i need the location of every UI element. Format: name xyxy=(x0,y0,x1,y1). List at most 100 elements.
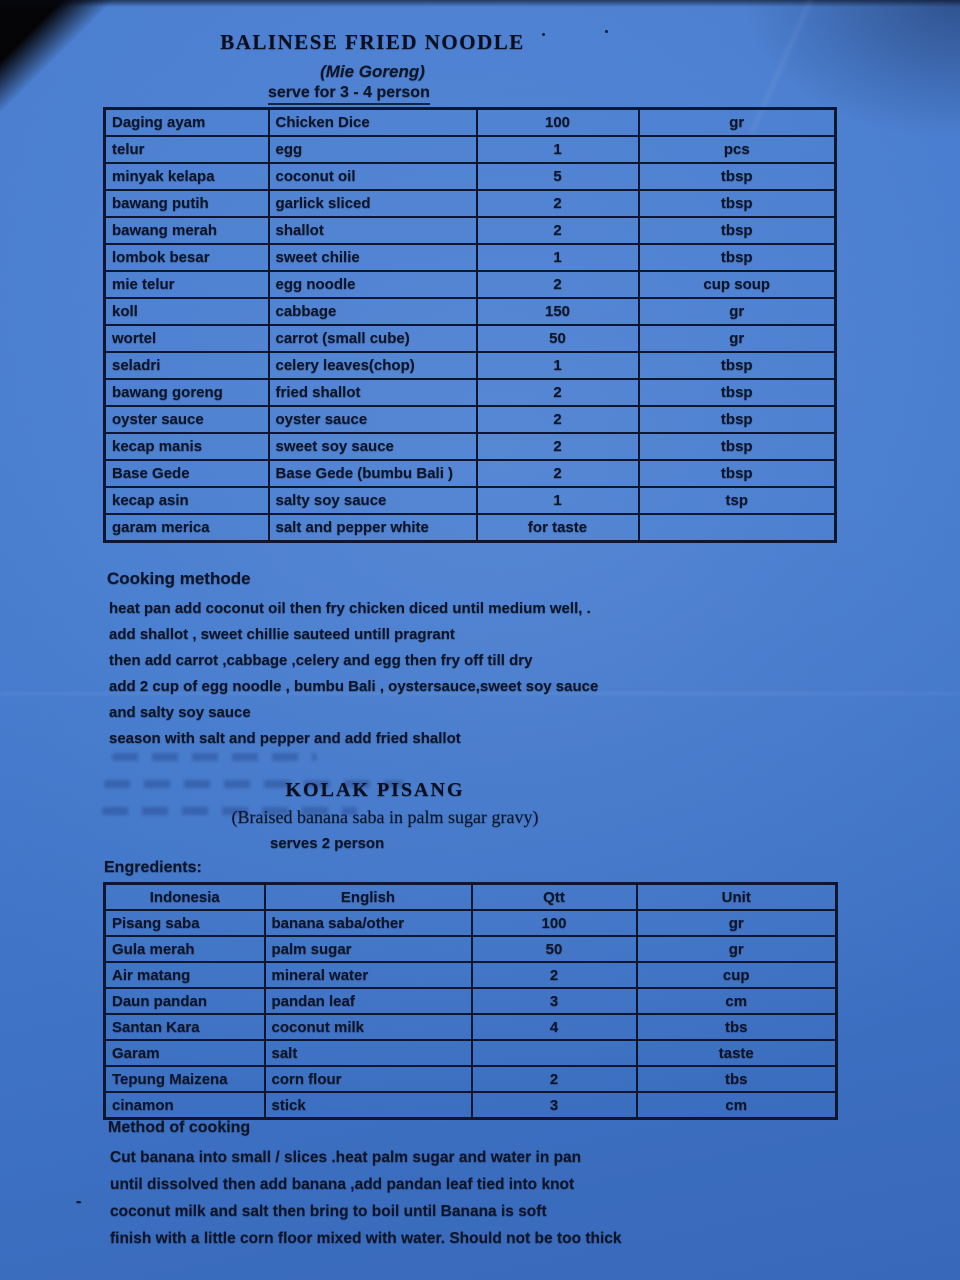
recipe2-subtitle: (Braised banana saba in palm sugar gravy… xyxy=(231,807,539,827)
method-line: heat pan add coconut oil then fry chicke… xyxy=(109,600,591,617)
ingredient-row: kecap asin salty soy sauce 1 tsp xyxy=(103,486,837,515)
cell-qty xyxy=(470,1039,638,1067)
recipe1-ingredients-table: Daging ayam Chicken Dice 100 gr telur egg 1 pcs… xyxy=(103,107,837,543)
cell-qty: 100 xyxy=(470,909,638,937)
method-line: season with salt and pepper and add frie… xyxy=(109,730,461,747)
cell-english: carrot (small cube) xyxy=(267,324,478,353)
cell-unit: taste xyxy=(635,1039,838,1067)
method-line: add shallot , sweet chillie sauteed unti… xyxy=(109,626,455,643)
cell-qty: 2 xyxy=(475,189,640,218)
cell-indonesia: minyak kelapa xyxy=(103,162,270,191)
ingredient-row: garam merica salt and pepper white for tas… xyxy=(103,513,837,543)
cell-indonesia: lombok besar xyxy=(103,243,270,272)
cell-english: coconut milk xyxy=(263,1013,473,1041)
cell-unit: cm xyxy=(635,1091,838,1120)
ingredient-row: Gula merah palm sugar 50 gr xyxy=(103,935,838,963)
cell-unit: pcs xyxy=(637,135,837,164)
ingredient-row: Daun pandan pandan leaf 3 cm xyxy=(103,987,838,1015)
cell-indonesia: telur xyxy=(103,135,270,164)
ingredient-row: bawang putih garlick sliced 2 tbsp xyxy=(103,189,837,218)
ingredient-row: seladri celery leaves(chop) 1 tbsp xyxy=(103,351,837,380)
cell-english: garlick sliced xyxy=(267,189,478,218)
cell-unit: tbsp xyxy=(637,459,837,488)
cell-qty: 1 xyxy=(475,486,640,515)
cell-english: corn flour xyxy=(263,1065,473,1093)
cell-indonesia: Pisang saba xyxy=(103,909,266,937)
ingredient-row: oyster sauce oyster sauce 2 tbsp xyxy=(103,405,837,434)
cell-indonesia: Daging ayam xyxy=(103,107,270,137)
ghost-text-line xyxy=(104,780,404,788)
paper-top-edge xyxy=(0,0,960,7)
cell-unit xyxy=(637,513,837,543)
cell-indonesia: garam merica xyxy=(103,513,270,543)
recipe1-subtitle: (Mie Goreng) xyxy=(320,62,425,81)
cell-unit: tbsp xyxy=(637,243,837,272)
method-line: then add carrot ,cabbage ,celery and egg… xyxy=(109,652,533,669)
cell-indonesia: Garam xyxy=(103,1039,266,1067)
cell-english: cabbage xyxy=(267,297,478,326)
ingredient-row: koll cabbage 150 gr xyxy=(103,297,837,326)
cell-indonesia: Base Gede xyxy=(103,459,270,488)
method-dash-bullet: - xyxy=(76,1193,82,1210)
cell-qty: 2 xyxy=(470,1065,638,1093)
ingredient-row: Garam salt taste xyxy=(103,1039,838,1067)
recipe2-ingredient-rows: Pisang saba banana saba/other 100 gr Gula me… xyxy=(103,909,838,1120)
cell-qty: 2 xyxy=(475,459,640,488)
ingredient-row: wortel carrot (small cube) 50 gr xyxy=(103,324,837,353)
ingredient-row: Santan Kara coconut milk 4 tbs xyxy=(103,1013,838,1041)
cell-indonesia: bawang goreng xyxy=(103,378,270,407)
ingredient-row: bawang merah shallot 2 tbsp xyxy=(103,216,837,245)
cell-english: palm sugar xyxy=(263,935,473,963)
method-line: and salty soy sauce xyxy=(109,704,251,721)
cell-unit: tbsp xyxy=(637,162,837,191)
cell-english: mineral water xyxy=(263,961,473,989)
method-line: add 2 cup of egg noodle , bumbu Bali , o… xyxy=(109,678,599,695)
cell-unit: tbs xyxy=(635,1013,838,1041)
ingredient-row: kecap manis sweet soy sauce 2 tbsp xyxy=(103,432,837,461)
ingredient-row: Tepung Maizena corn flour 2 tbs xyxy=(103,1065,838,1093)
paper-fold-line xyxy=(0,692,960,695)
ghost-text-line xyxy=(102,807,357,815)
cell-english: celery leaves(chop) xyxy=(267,351,478,380)
recipe2-ingredients-label: Engredients: xyxy=(104,859,202,876)
dust-speck xyxy=(605,30,608,33)
cell-indonesia: mie telur xyxy=(103,270,270,299)
cell-unit: cup xyxy=(635,961,838,989)
cell-unit: gr xyxy=(637,324,837,353)
cell-unit: tbsp xyxy=(637,378,837,407)
cell-unit: gr xyxy=(635,935,838,963)
cell-indonesia: Tepung Maizena xyxy=(103,1065,266,1093)
cell-indonesia: wortel xyxy=(103,324,270,353)
cell-indonesia: bawang merah xyxy=(103,216,270,245)
cell-english: shallot xyxy=(267,216,478,245)
cell-indonesia: seladri xyxy=(103,351,270,380)
ingredient-row: Daging ayam Chicken Dice 100 gr xyxy=(103,107,837,137)
cell-unit: cm xyxy=(635,987,838,1015)
cell-qty: 100 xyxy=(475,107,640,137)
recipe2-ingredients-table: Indonesia English Qtt Unit Pisang saba ba… xyxy=(103,882,838,1120)
cell-unit: tbs xyxy=(635,1065,838,1093)
cell-unit: tbsp xyxy=(637,405,837,434)
cell-indonesia: kecap asin xyxy=(103,486,270,515)
recipe2-method-title: Method of cooking xyxy=(108,1119,251,1136)
cell-unit: tbsp xyxy=(637,189,837,218)
recipe2-title: KOLAK PISANG xyxy=(285,779,465,801)
cell-english: banana saba/other xyxy=(263,909,473,937)
cell-qty: 3 xyxy=(470,1091,638,1120)
cell-english: salt xyxy=(263,1039,473,1067)
cell-qty: 50 xyxy=(475,324,640,353)
cell-english: fried shallot xyxy=(267,378,478,407)
recipe2-method-list: Cut banana into small / slices .heat pal… xyxy=(110,1144,622,1252)
cell-english: Base Gede (bumbu Bali ) xyxy=(267,459,478,488)
ingredient-row: Base Gede Base Gede (bumbu Bali ) 2 tbsp xyxy=(103,459,837,488)
cell-unit: cup soup xyxy=(637,270,837,299)
recipe1-method-list: heat pan add coconut oil then fry chicke… xyxy=(109,596,598,752)
cell-qty: 150 xyxy=(475,297,640,326)
method-line: until dissolved then add banana ,add pan… xyxy=(110,1176,575,1193)
cell-qty: 1 xyxy=(475,351,640,380)
cell-qty: 4 xyxy=(470,1013,638,1041)
cell-qty: 2 xyxy=(475,405,640,434)
cell-qty: 2 xyxy=(475,270,640,299)
cell-unit: gr xyxy=(637,297,837,326)
